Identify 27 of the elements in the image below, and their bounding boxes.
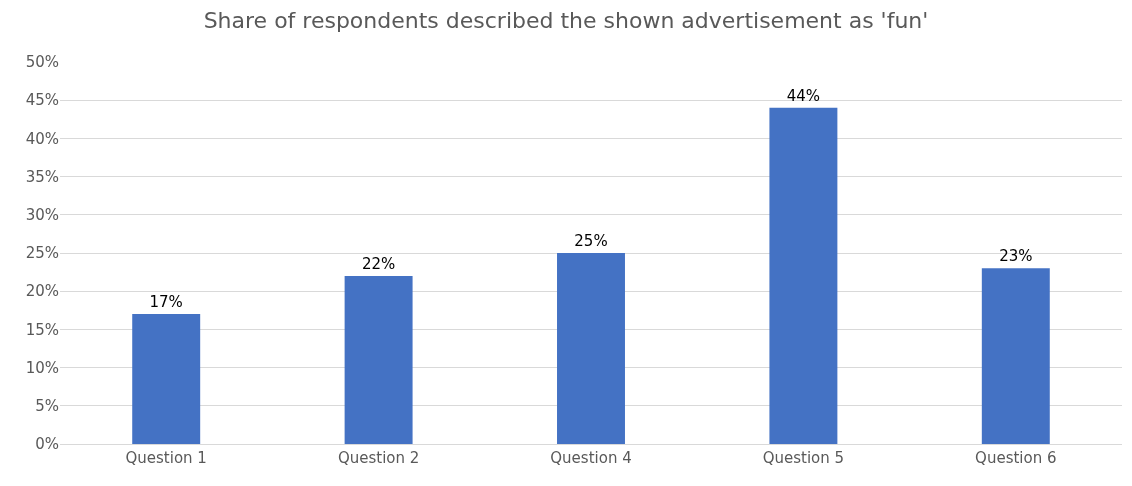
y-tick-label: 15% xyxy=(25,320,59,339)
x-tick-label: Question 2 xyxy=(337,449,420,467)
data-label: 22% xyxy=(361,254,396,273)
y-tick-label: 50% xyxy=(25,53,59,72)
y-tick-label: 10% xyxy=(25,358,59,377)
y-tick-label: 0% xyxy=(35,435,59,454)
x-tick-label: Question 1 xyxy=(125,449,207,467)
bar xyxy=(769,107,838,444)
x-tick-label: Question 5 xyxy=(762,449,845,467)
data-label: 44% xyxy=(786,86,821,105)
bar xyxy=(132,314,201,444)
data-label: 23% xyxy=(999,247,1033,266)
y-tick-label: 45% xyxy=(25,91,59,110)
x-tick-label: Question 6 xyxy=(975,449,1057,467)
chart-title: Share of respondents described the shown advertisement as 'fun' xyxy=(203,7,929,33)
y-tick-label: 30% xyxy=(25,206,59,225)
x-tick-label: Question 4 xyxy=(550,449,632,467)
y-tick-label: 40% xyxy=(25,129,59,148)
y-tick-label: 20% xyxy=(25,282,59,301)
data-label: 17% xyxy=(149,293,183,312)
y-tick-label: 5% xyxy=(35,397,59,416)
bar xyxy=(344,275,413,444)
y-tick-label: 25% xyxy=(25,244,59,263)
bar xyxy=(557,253,625,444)
data-label: 25% xyxy=(574,232,608,250)
bar xyxy=(981,268,1050,444)
y-tick-label: 35% xyxy=(25,167,59,186)
